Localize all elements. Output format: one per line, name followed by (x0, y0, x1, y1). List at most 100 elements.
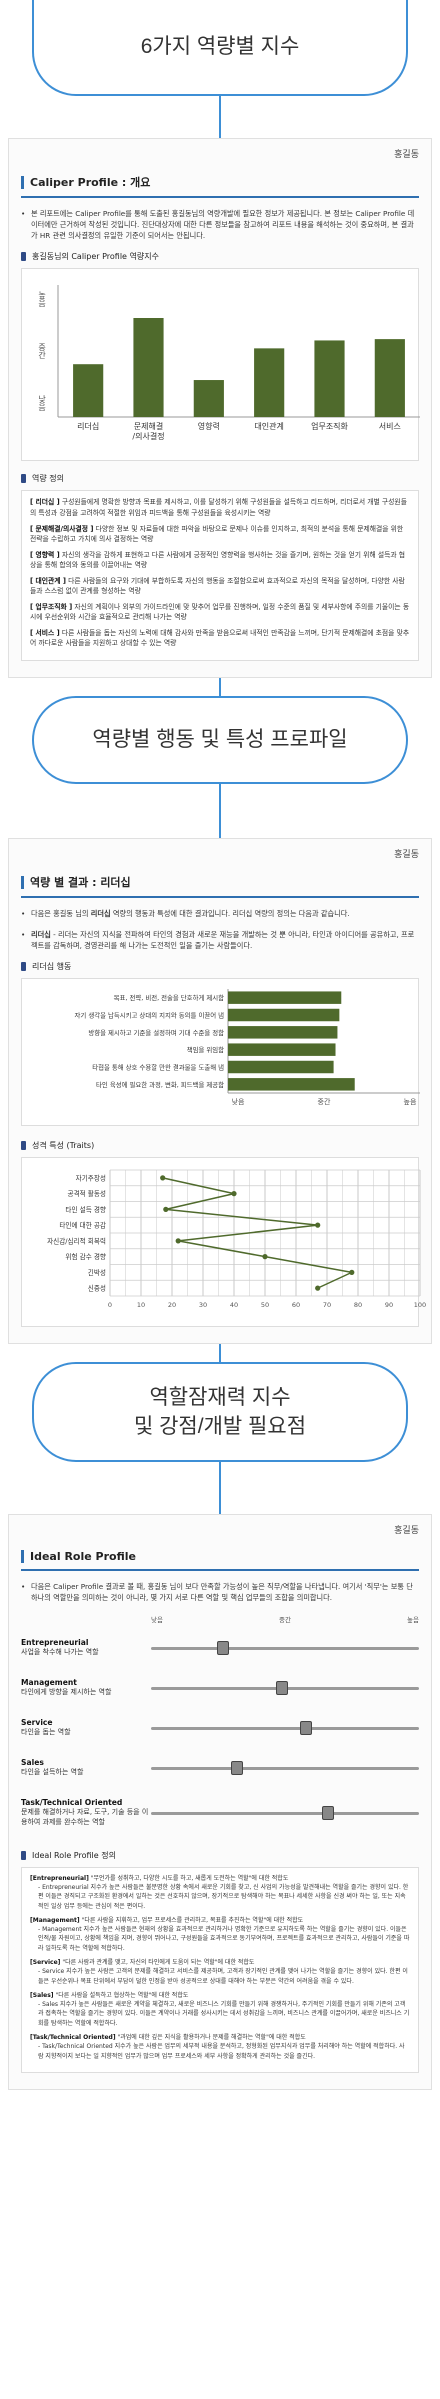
page-heading: Caliper Profile : 개요 (21, 170, 419, 198)
author-name: 홍길동 (394, 1526, 419, 1537)
data-point (160, 1175, 166, 1181)
role-label: Service 타인을 돕는 역할 (21, 1717, 71, 1737)
heading-marker-icon (21, 474, 26, 484)
role-slider (151, 1640, 419, 1655)
definition-item: [ 업무조직화 ] 자신의 계획이나 외부의 가이드라인에 맞 맞추어 업무를 … (30, 602, 410, 622)
competency-chart: 높음 중간 낮음 리더십 문제해결/의사결정 영향력 대인관계 업무조직화 서비스 (21, 268, 420, 462)
bar (228, 1026, 338, 1039)
x-tick-label: 70 (323, 1301, 331, 1309)
role-label: Sales 타인을 설득하는 역할 (21, 1757, 84, 1777)
connector-line (219, 783, 221, 838)
data-point (315, 1285, 321, 1292)
x-tick-label: 리더십 (77, 422, 99, 431)
section-banner: 역할잠재력 지수 및 강점/개발 필요점 (0, 1344, 440, 1515)
connector-line (219, 96, 221, 138)
ideal-definition-item: [Task/Technical Oriented] "과업에 대한 깊은 지식을… (30, 2034, 405, 2060)
bar (314, 340, 345, 418)
bar (228, 1043, 336, 1057)
role-label: Management 타인에게 방향을 제시하는 역할 (21, 1677, 112, 1697)
category-label: 타인에 대한 공감 (59, 1221, 106, 1230)
data-point (262, 1254, 268, 1260)
category-label: 공격적 활동성 (68, 1189, 107, 1198)
category-label: 자기 생각을 납득시키고 상대의 지지와 동의를 이끌어 냄 (75, 1011, 225, 1020)
slider-track (151, 1646, 419, 1650)
intro-text: 본 리포트에는 Caliper Profile를 통해 도출된 홍길동님의 역량… (21, 208, 419, 241)
role-scale: 낮음 중간 높음 (151, 1614, 419, 1624)
author-name: 홍길동 (394, 150, 419, 160)
data-point (315, 1222, 321, 1229)
x-tick-label: 10 (137, 1301, 145, 1309)
heading-marker-icon (21, 1850, 26, 1860)
category-label: 목표, 전략, 비전, 전술을 단호하게 제시함 (114, 993, 224, 1002)
ideal-definition-heading: Ideal Role Profile 정의 (21, 1850, 419, 1861)
definition-item: [ 리더십 ] 구성원들에게 명확한 방향과 목표를 제시하고, 이를 달성하기… (30, 498, 407, 517)
slider-track (151, 1726, 419, 1730)
data-point (231, 1191, 237, 1197)
x-tick-label: 서비스 (379, 422, 401, 431)
role-slider (151, 1805, 419, 1820)
heading-marker-icon (21, 252, 26, 262)
section-title: 역할잠재력 지수 및 강점/개발 필요점 (133, 1385, 307, 1439)
bar (374, 339, 405, 418)
bar (228, 1061, 334, 1074)
role-slider (151, 1680, 419, 1695)
section-title-box: 6가지 역량별 지수 (32, 0, 408, 96)
behavior-heading: 리더십 행동 (21, 961, 419, 972)
definition-item: [ 영향력 ] 자신의 생각을 감하게 표현하고 다른 사람에게 긍정적인 영향… (30, 550, 406, 570)
role-row: Management 타인에게 방향을 제시하는 역할 (21, 1668, 419, 1708)
connector-line (219, 677, 221, 696)
intro-text: 다음은 Caliper Profile 결과로 볼 때, 홍길동 님이 보다 만… (21, 1581, 419, 1603)
bar (193, 380, 224, 418)
section-title: 역량별 행동 및 특성 프로파일 (92, 728, 348, 752)
y-tick-label: 중간 (37, 343, 46, 359)
x-tick-label: 80 (354, 1301, 362, 1309)
ideal-definition-item: [Entrepreneurial] "무언가를 성취하고, 다양한 시도를 하고… (30, 1874, 409, 1910)
slider-knob (300, 1720, 313, 1735)
slider-track (151, 1811, 419, 1815)
connector-line (219, 1344, 221, 1363)
definition-heading: 역량 정의 (21, 473, 419, 484)
x-tick-label: 100 (414, 1301, 426, 1309)
traits-chart: 자기주장성 공격적 활동성 타인 설득 경향 타인에 대한 공감 자신감/심리적 회복력… (21, 1157, 426, 1328)
category-label: 타협을 통해 상호 수용할 만한 결과물을 도출해 냄 (92, 1063, 224, 1072)
x-tick-label: 40 (230, 1301, 238, 1309)
role-row: Sales 타인을 설득하는 역할 (21, 1748, 419, 1788)
bar (73, 364, 104, 418)
heading-marker-icon (21, 1141, 26, 1151)
connector-line (219, 1462, 221, 1515)
x-tick-label: 30 (199, 1301, 207, 1309)
role-slider (151, 1720, 419, 1735)
role-label: Entrepreneurial 사업을 착수해 나가는 역할 (21, 1637, 99, 1657)
slider-knob (321, 1805, 334, 1820)
category-label: 위험 감수 경향 (65, 1252, 106, 1261)
definition-text: 리더십 - 리더는 자신의 지식을 전파하여 타인의 경험과 새로운 재능을 개… (21, 929, 419, 951)
slider-track (151, 1766, 419, 1770)
section-banner: 6가지 역량별 지수 (0, 0, 440, 138)
bar (254, 348, 285, 418)
x-tick-label: 문제해결 (134, 421, 163, 431)
data-point (349, 1270, 355, 1276)
category-label: 긴박성 (88, 1268, 106, 1277)
slider-knob (217, 1640, 230, 1655)
intro-text: 다음은 홍길동 님의 리더십 역량의 행동과 특성에 대한 결과입니다. 리더십… (21, 908, 419, 919)
x-tick-label: 영향력 (198, 421, 220, 431)
bar (228, 1009, 340, 1022)
category-label: 자기주장성 (76, 1174, 106, 1183)
x-tick-label: 90 (385, 1301, 393, 1309)
scale-high: 높음 (407, 1615, 419, 1624)
scale-low: 낮음 (151, 1615, 163, 1624)
category-label: 책임을 위임함 (187, 1045, 224, 1054)
definition-item: [ 서비스 ] 다른 사람들을 돕는 자신의 노력에 대해 감사와 만족을 받음… (30, 628, 410, 648)
section-title-box: 역할잠재력 지수 및 강점/개발 필요점 (32, 1362, 408, 1463)
x-tick-label: 대인관계 (254, 421, 283, 431)
data-point (163, 1207, 169, 1213)
ideal-definition-box: [Entrepreneurial] "무언가를 성취하고, 다양한 시도를 하고… (21, 1866, 419, 2073)
slider-knob (276, 1680, 289, 1695)
report-page-leadership: 홍길동 역량 별 결과 : 리더십 다음은 홍길동 님의 리더십 역량의 행동과… (8, 837, 432, 1345)
category-label: 타인 설득 경향 (65, 1205, 106, 1214)
section-title-box: 역량별 행동 및 특성 프로파일 (32, 695, 408, 784)
